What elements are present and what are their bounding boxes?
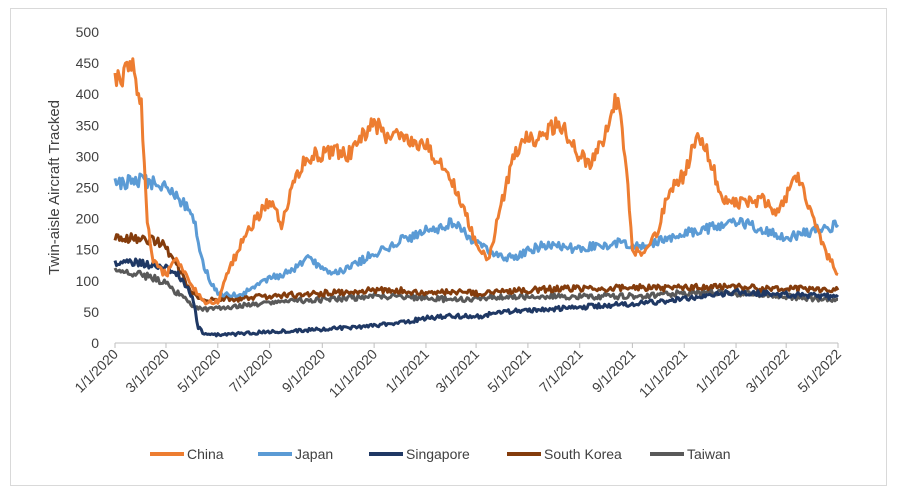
x-tick-label-8: 5/1/2021 xyxy=(484,346,534,396)
y-tick-label-200: 200 xyxy=(76,211,100,227)
legend-label-taiwan: Taiwan xyxy=(687,446,731,462)
x-tick-label-7: 3/1/2021 xyxy=(432,346,482,396)
series-lines xyxy=(113,57,840,338)
y-tick-label-150: 150 xyxy=(76,242,100,258)
y-tick-label-500: 500 xyxy=(76,24,100,40)
series-line-south-korea xyxy=(113,232,840,304)
x-tick-label-12: 1/1/2022 xyxy=(692,346,742,396)
y-tick-label-400: 400 xyxy=(76,86,100,102)
x-tick-label-11: 11/1/2021 xyxy=(636,346,691,401)
y-axis-tick-labels: 0 50 100 150 200 250 300 350 400 450 500 xyxy=(76,24,100,351)
y-tick-label-0: 0 xyxy=(91,335,99,351)
y-axis-title: Twin-aisle Aircraft Tracked xyxy=(46,100,63,275)
x-tick-label-1: 3/1/2020 xyxy=(122,346,172,396)
legend-label-japan: Japan xyxy=(295,446,333,462)
y-tick-label-50: 50 xyxy=(83,304,99,320)
x-tick-label-5: 11/1/2020 xyxy=(326,346,381,401)
legend: China Japan Singapore South Korea Taiwan xyxy=(150,446,731,462)
x-tick-label-10: 9/1/2021 xyxy=(589,346,639,396)
series-line-japan xyxy=(113,172,840,298)
chart-frame xyxy=(10,8,887,486)
y-tick-label-450: 450 xyxy=(76,55,100,71)
x-tick-label-2: 5/1/2020 xyxy=(174,346,224,396)
x-tick-label-4: 9/1/2020 xyxy=(279,346,329,396)
series-line-singapore xyxy=(113,257,839,338)
x-axis: 1/1/2020 3/1/2020 5/1/2020 7/1/2020 9/1/2020… xyxy=(71,342,844,401)
x-tick-label-0: 1/1/2020 xyxy=(71,346,121,396)
x-tick-label-6: 1/1/2021 xyxy=(382,346,432,396)
x-tick-label-13: 3/1/2022 xyxy=(742,346,792,396)
legend-label-singapore: Singapore xyxy=(406,446,470,462)
series-line-china xyxy=(113,57,839,306)
y-tick-label-100: 100 xyxy=(76,273,100,289)
x-tick-label-9: 7/1/2021 xyxy=(536,346,586,396)
legend-label-south-korea: South Korea xyxy=(544,446,622,462)
y-tick-label-300: 300 xyxy=(76,148,100,164)
x-tick-label-3: 7/1/2020 xyxy=(226,346,276,396)
x-tick-label-14: 5/1/2022 xyxy=(794,346,844,396)
y-tick-label-350: 350 xyxy=(76,117,100,133)
y-tick-label-250: 250 xyxy=(76,180,100,196)
legend-label-china: China xyxy=(187,446,224,462)
